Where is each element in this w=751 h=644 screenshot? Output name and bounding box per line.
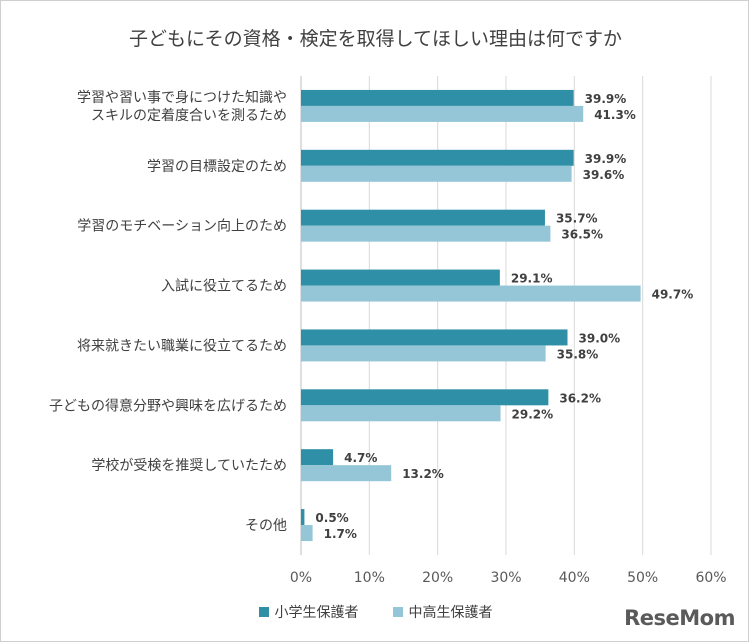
x-tick-label: 0%	[290, 570, 312, 586]
chart-title: 子どもにその資格・検定を取得してほしい理由は何ですか	[128, 28, 623, 50]
labels: 0% 10% 20% 30% 40% 50% 60% 学習や習い事で身につけた知識やスキルの定…	[49, 89, 727, 586]
resemom-logo: ReseMom	[624, 606, 735, 630]
legend-item-series-1: 小学生保護者	[258, 602, 359, 622]
bar-series-1	[301, 449, 334, 466]
data-label-series-1: 35.7%	[556, 212, 598, 226]
x-tick-label: 40%	[559, 570, 590, 586]
category-label: 子どもの得意分野や興味を広げるため	[49, 397, 287, 414]
category-label: 学習の目標設定のため	[147, 159, 287, 175]
x-tick-label: 20%	[422, 570, 453, 586]
x-tick-label: 30%	[490, 570, 521, 586]
data-label-series-2: 36.5%	[561, 228, 603, 242]
bar-series-1	[301, 389, 549, 406]
legend-swatch-series-1	[258, 607, 269, 617]
legend-label-series-1: 小学生保護者	[274, 605, 359, 621]
category-label: 学習のモチベーション向上のため	[77, 219, 287, 235]
bar-series-2	[301, 405, 501, 422]
category-label: 学校が受検を推奨していたため	[91, 457, 287, 474]
data-label-series-1: 39.9%	[585, 92, 627, 106]
bar-series-2	[301, 225, 551, 242]
data-label-series-1: 39.9%	[585, 152, 627, 166]
legend-item-series-2: 中高生保護者	[392, 602, 493, 622]
legend-swatch-series-2	[392, 607, 403, 617]
bar-series-2	[301, 285, 641, 302]
bar-series-2	[301, 165, 572, 182]
data-label-series-2: 13.2%	[402, 467, 444, 481]
bar-series-2	[301, 345, 546, 362]
data-label-series-1: 4.7%	[344, 451, 377, 465]
data-label-series-2: 49.7%	[652, 288, 694, 302]
category-label: その他	[245, 518, 287, 534]
bar-series-2	[301, 105, 584, 122]
bar-series-2	[301, 465, 392, 482]
data-label-series-2: 35.8%	[557, 347, 599, 361]
bar-series-2	[301, 525, 313, 542]
data-label-series-1: 36.2%	[559, 391, 601, 405]
gridlines	[300, 76, 712, 555]
bar-series-1	[301, 329, 568, 346]
category-label: 学習や習い事で身につけた知識や	[77, 89, 287, 106]
x-tick-label: 10%	[354, 570, 385, 586]
data-label-series-1: 39.0%	[579, 331, 621, 345]
category-label: 入試に役立てるため	[161, 279, 287, 295]
bar-series-1	[301, 149, 574, 166]
data-label-series-1: 29.1%	[511, 272, 553, 286]
data-label-series-2: 39.6%	[583, 168, 625, 182]
bar-series-1	[301, 209, 545, 226]
category-label: 将来就きたい職業に役立てるため	[77, 338, 287, 354]
x-tick-label: 60%	[695, 570, 726, 586]
data-label-series-2: 1.7%	[324, 527, 357, 541]
category-label: スキルの定着度合いを測るため	[91, 108, 287, 124]
bar-series-1	[301, 269, 500, 286]
legend-label-series-2: 中高生保護者	[408, 605, 493, 621]
x-tick-label: 50%	[627, 570, 658, 586]
bars	[301, 89, 641, 542]
bar-series-1	[301, 89, 574, 106]
data-label-series-1: 0.5%	[315, 511, 348, 525]
data-label-series-2: 41.3%	[594, 108, 636, 122]
bar-series-1	[301, 509, 305, 526]
legend: 小学生保護者 中高生保護者	[0, 602, 751, 622]
data-label-series-2: 29.2%	[512, 407, 554, 421]
